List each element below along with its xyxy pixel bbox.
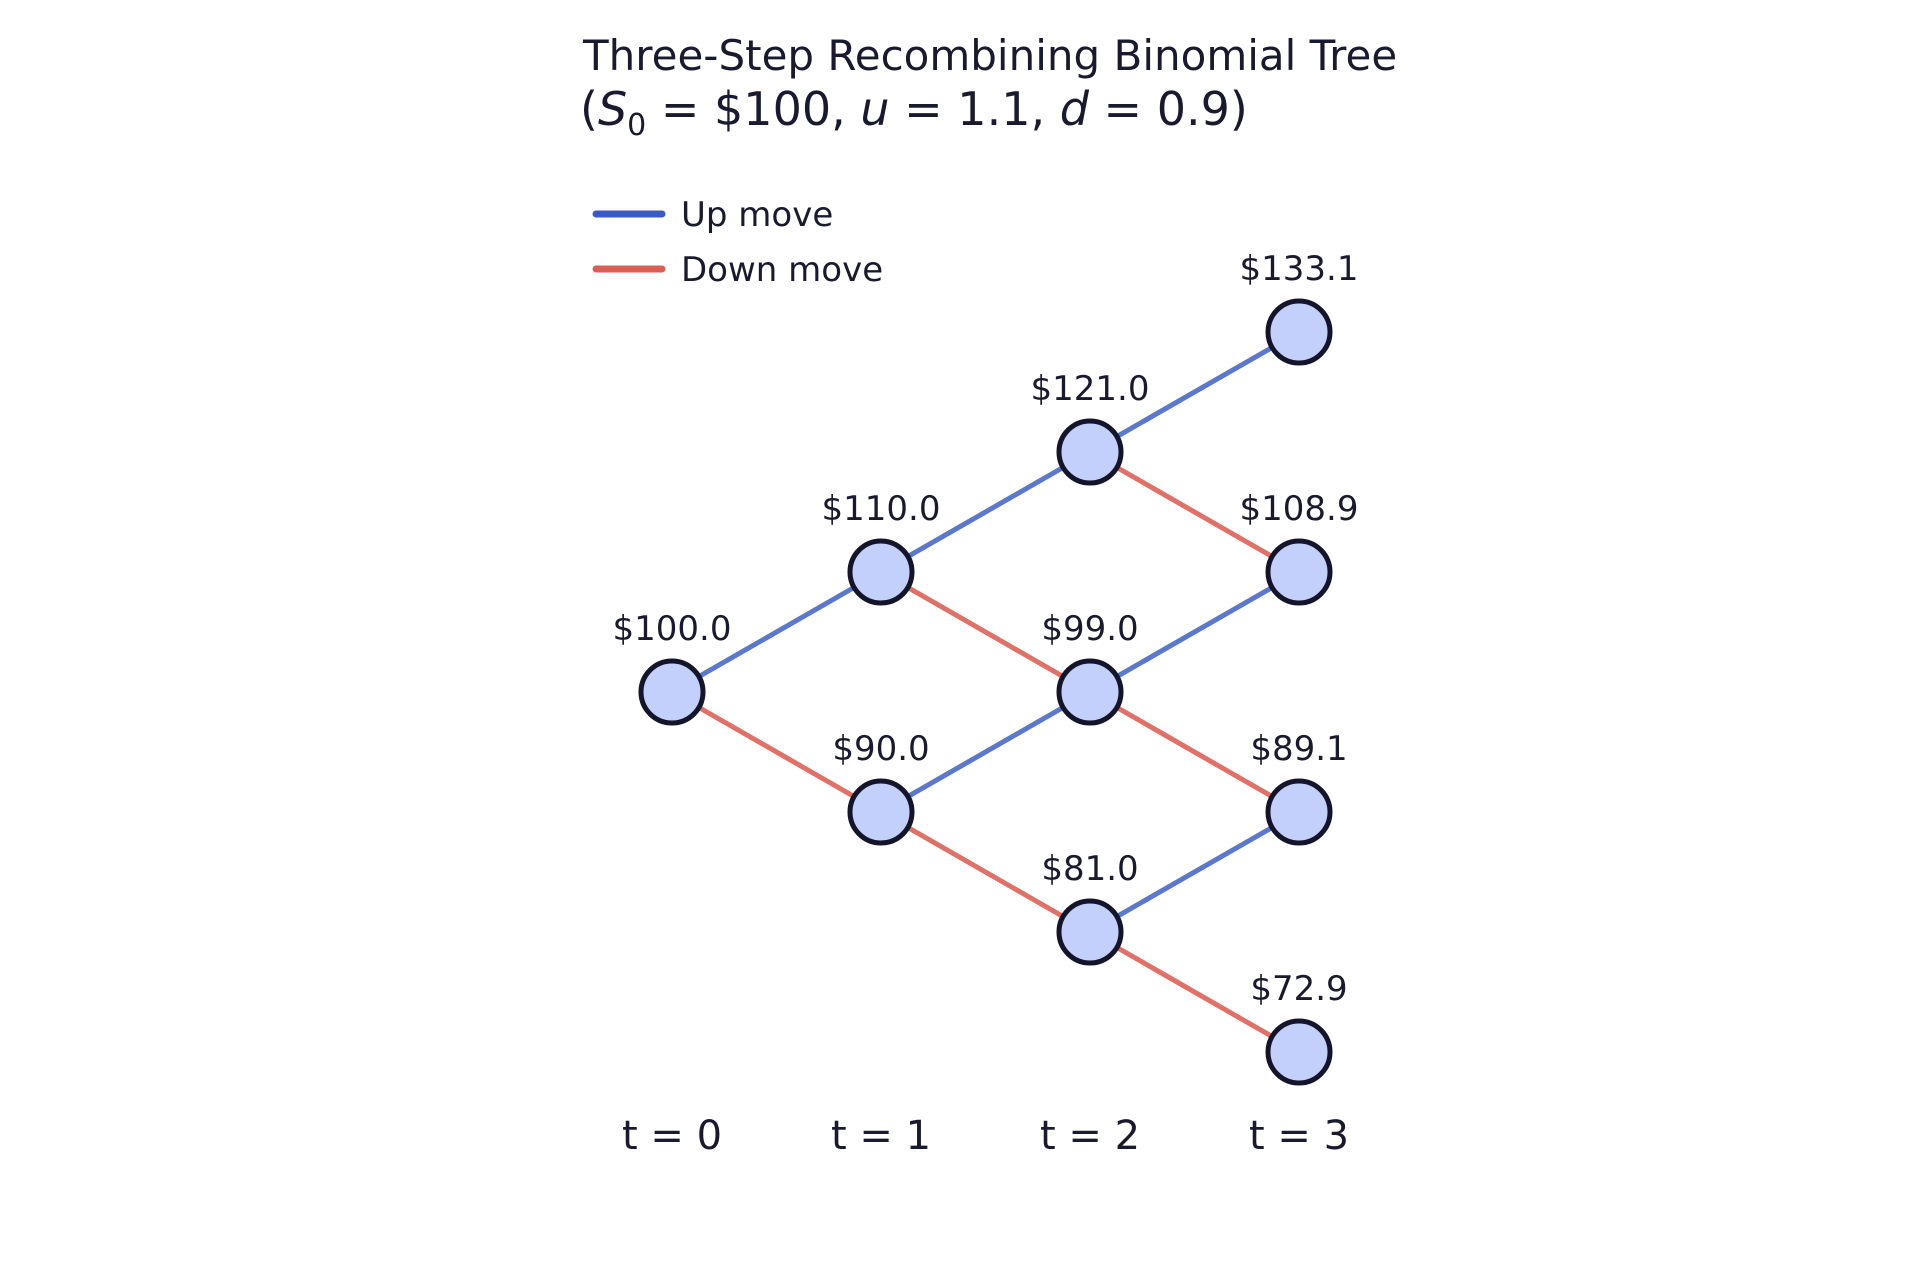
node-label-t3-1: $108.9 — [1240, 489, 1359, 529]
time-axis: t = 0 t = 1 t = 2 t = 3 — [622, 1113, 1349, 1159]
edge-up-t2-1 — [1088, 569, 1301, 695]
edge-down-t2-0 — [1088, 449, 1301, 575]
time-label-t3: t = 3 — [1249, 1113, 1349, 1159]
node-t1-0 — [847, 538, 915, 606]
edge-up-t0-0 — [670, 569, 883, 695]
edge-up-t1-1 — [879, 689, 1092, 815]
node-label-t2-2: $81.0 — [1041, 849, 1138, 889]
node-label-t2-1: $99.0 — [1041, 609, 1138, 649]
legend: Up move Down move — [592, 195, 883, 290]
subtitle-eq1: = $100, — [646, 82, 860, 136]
edge-up-t1-0 — [879, 449, 1092, 575]
edge-up-t2-2 — [1088, 809, 1301, 935]
node-label-t3-3: $72.9 — [1250, 969, 1347, 1009]
subtitle-eq3: = 0.9) — [1089, 82, 1248, 136]
tree-edges — [670, 329, 1301, 1055]
node-label-t3-0: $133.1 — [1240, 249, 1359, 289]
node-t0-0 — [638, 658, 706, 726]
edge-down-t1-1 — [879, 809, 1092, 935]
node-t1-1 — [847, 778, 915, 846]
node-label-t1-0: $110.0 — [822, 489, 941, 529]
node-label-t3-2: $89.1 — [1250, 729, 1347, 769]
legend-up-label: Up move — [681, 195, 833, 235]
node-t3-0 — [1265, 298, 1333, 366]
edge-down-t2-2 — [1088, 929, 1301, 1055]
node-t2-1 — [1056, 658, 1124, 726]
time-label-t2: t = 2 — [1040, 1113, 1140, 1159]
node-t2-0 — [1056, 418, 1124, 486]
chart-subtitle: (S0 = $100, u = 1.1, d = 0.9) — [580, 82, 1248, 143]
node-label-t2-0: $121.0 — [1031, 369, 1150, 409]
node-t3-2 — [1265, 778, 1333, 846]
subtitle-eq2: = 1.1, — [890, 82, 1060, 136]
edge-down-t0-0 — [670, 689, 883, 815]
node-t3-1 — [1265, 538, 1333, 606]
node-t2-2 — [1056, 898, 1124, 966]
chart-title: Three-Step Recombining Binomial Tree — [582, 31, 1397, 80]
subtitle-s-symbol: S — [598, 82, 627, 136]
edge-up-t2-0 — [1088, 329, 1301, 455]
time-label-t1: t = 1 — [831, 1113, 931, 1159]
edge-down-t2-1 — [1088, 689, 1301, 815]
time-label-t0: t = 0 — [622, 1113, 722, 1159]
subtitle-s-subscript: 0 — [627, 108, 646, 143]
subtitle-d-symbol: d — [1060, 82, 1090, 136]
subtitle-u-symbol: u — [860, 82, 889, 136]
tree-node-labels: $100.0 $110.0 $90.0 $121.0 $99.0 $81.0 $133.1 $… — [613, 249, 1359, 1009]
edge-down-t1-0 — [879, 569, 1092, 695]
node-label-t0-0: $100.0 — [613, 609, 732, 649]
tree-nodes — [638, 298, 1333, 1086]
subtitle-open: ( — [580, 82, 598, 136]
node-label-t1-1: $90.0 — [832, 729, 929, 769]
legend-down-label: Down move — [681, 250, 883, 290]
node-t3-3 — [1265, 1018, 1333, 1086]
